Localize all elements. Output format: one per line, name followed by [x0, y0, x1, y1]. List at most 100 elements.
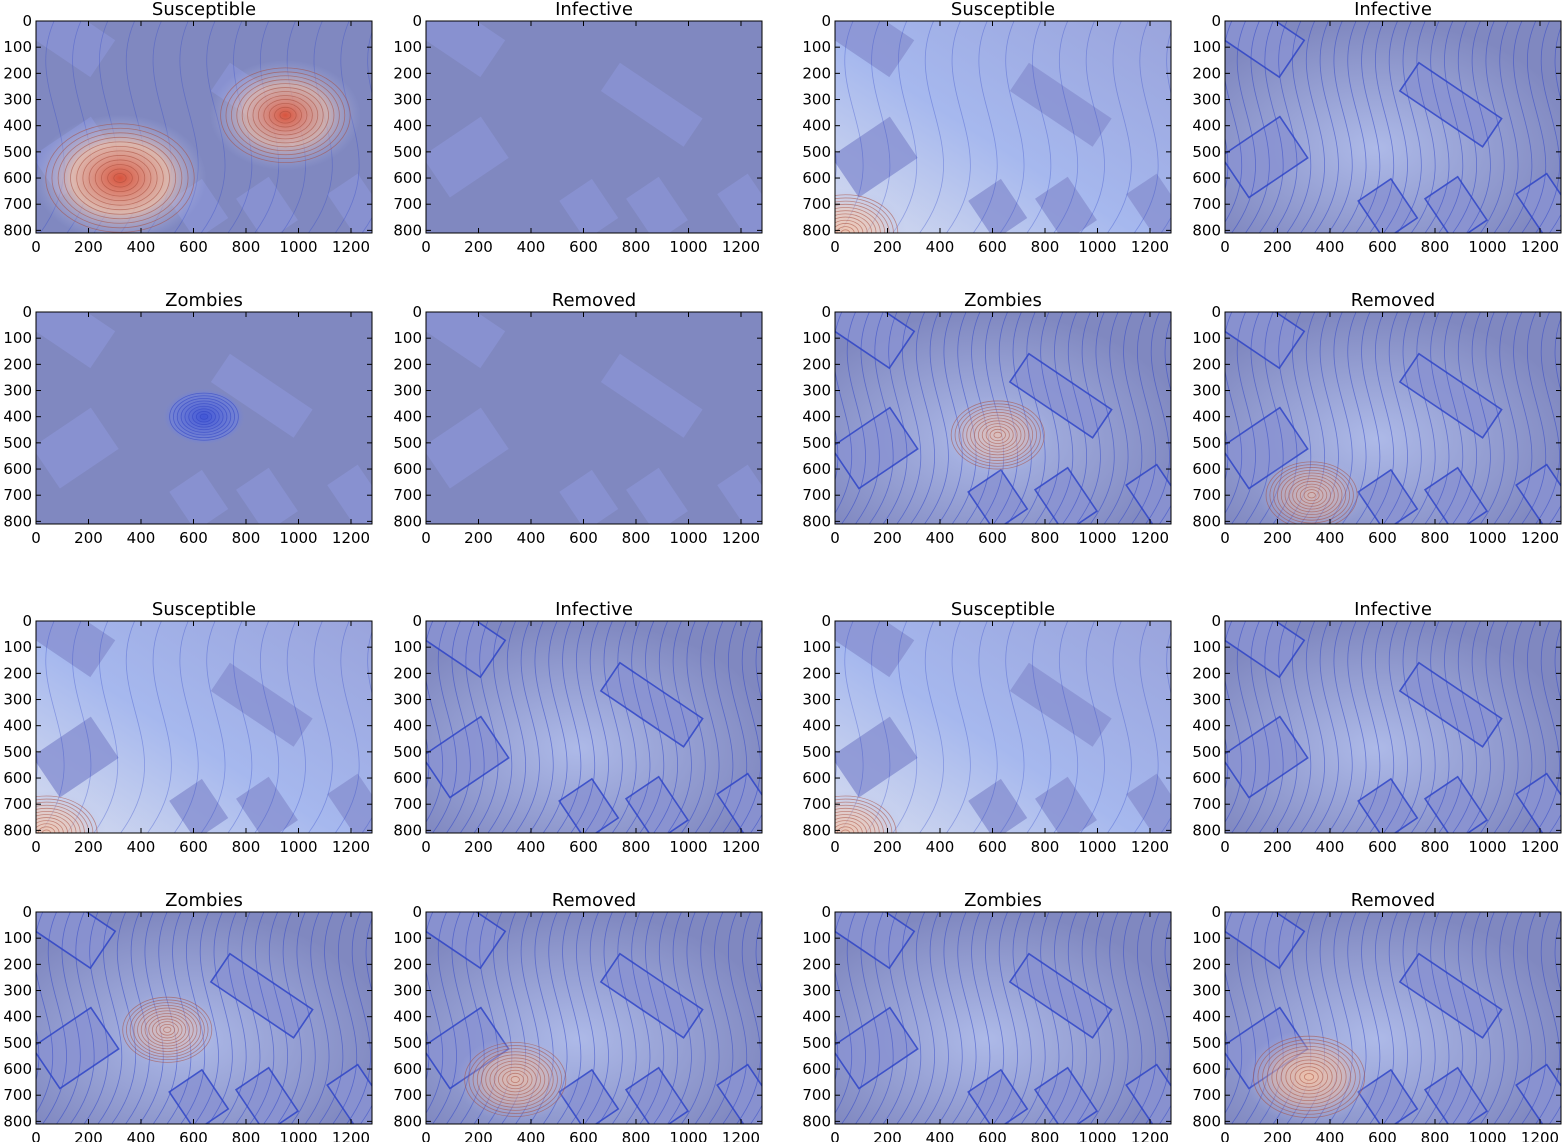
contour-line	[276, 912, 302, 1124]
contour-line	[854, 912, 880, 1124]
contour-ring	[1292, 480, 1332, 510]
subplot-title: Susceptible	[152, 599, 256, 620]
y-tick-label: 200	[1192, 664, 1221, 682]
contour-ring	[1280, 472, 1343, 518]
building-6	[1126, 173, 1171, 233]
building-5	[1035, 776, 1097, 833]
y-tick-label: 800	[393, 821, 422, 839]
building-6	[1126, 773, 1171, 833]
building-2	[835, 116, 918, 198]
contour-ring	[113, 173, 127, 183]
axes-frame	[1224, 911, 1562, 1125]
density-spot	[162, 387, 246, 446]
contour-line	[1133, 621, 1159, 833]
contour-line	[1048, 312, 1074, 524]
contour-line	[653, 621, 678, 833]
contour-ring	[1273, 467, 1350, 524]
x-tick-label: 1200	[722, 1129, 760, 1142]
contour-line	[1300, 621, 1325, 833]
contour-ring	[192, 408, 216, 425]
contour-line	[1382, 21, 1408, 233]
y-tick-label: 200	[802, 664, 831, 682]
x-tick-label: 1000	[669, 838, 707, 856]
contour-line	[937, 912, 963, 1124]
contour-line	[1286, 21, 1312, 233]
x-tick-label: 600	[179, 238, 208, 256]
contour-ring	[36, 817, 68, 833]
contour-ring	[129, 1002, 205, 1058]
axes-frame	[35, 311, 373, 525]
contour-line	[597, 912, 623, 1124]
y-tick-label: 500	[3, 1034, 32, 1052]
y-tick-label: 600	[3, 1060, 32, 1078]
y-tick-label: 700	[3, 795, 32, 813]
contour-line	[972, 21, 998, 233]
subplot-title: Zombies	[964, 890, 1042, 911]
x-tick-label: 200	[873, 529, 902, 547]
plot-area	[1225, 621, 1561, 833]
contour-ring	[835, 798, 893, 833]
y-tick-label: 400	[1192, 717, 1221, 735]
x-tick-label: 400	[926, 838, 955, 856]
x-tick-label: 400	[127, 238, 156, 256]
x-tick-label: 800	[1031, 1129, 1060, 1142]
contour-ring	[1257, 1039, 1361, 1115]
y-tick-label: 400	[3, 408, 32, 426]
x-tick-label: 200	[74, 1129, 103, 1142]
x-tick-label: 800	[1031, 238, 1060, 256]
contour-line	[597, 621, 623, 833]
contour-line	[918, 21, 944, 233]
plot-area	[835, 912, 1171, 1124]
contour-line	[361, 30, 372, 233]
plot-area	[1225, 21, 1561, 233]
contour-line	[1438, 312, 1464, 524]
contour-line	[254, 621, 279, 833]
subplot-6: Removed 0 200 400 600 800 1000 1200 0 100 200 300 40…	[393, 290, 763, 547]
building-5	[626, 176, 688, 233]
building-1	[835, 912, 916, 970]
contour-ring	[1296, 483, 1328, 507]
building-1	[426, 621, 507, 679]
contour-ring	[974, 417, 1022, 453]
contour-ring	[835, 801, 889, 833]
contour-ring	[1299, 486, 1324, 504]
axes-frame	[425, 620, 763, 834]
contour-ring	[279, 110, 292, 120]
y-tick-label: 200	[1192, 355, 1221, 373]
x-tick-label: 0	[421, 1129, 431, 1142]
contour-line	[1079, 621, 1105, 833]
subplot-12: Infective 0 200 400 600 800 1000 1200 0 100 200 300…	[1192, 599, 1562, 856]
x-tick-label: 800	[622, 529, 651, 547]
contour-line	[473, 621, 499, 833]
building-4	[558, 1068, 620, 1124]
contour-line	[1382, 312, 1408, 524]
contour-ring	[497, 1066, 533, 1093]
x-tick-label: 600	[978, 238, 1007, 256]
contour-ring	[840, 829, 851, 833]
contour-ring	[36, 798, 94, 833]
contour-line	[761, 616, 789, 838]
x-tick-label: 800	[622, 238, 651, 256]
y-tick-label: 800	[1192, 821, 1221, 839]
contour-line	[1225, 912, 1243, 1114]
y-tick-label: 400	[802, 408, 831, 426]
contour-line	[840, 312, 866, 524]
x-tick-label: 800	[1421, 238, 1450, 256]
y-tick-label: 200	[393, 664, 422, 682]
contour-line	[542, 621, 568, 833]
contour-line	[625, 621, 651, 833]
x-tick-label: 1000	[669, 238, 707, 256]
contour-line	[774, 616, 802, 838]
contour-line	[1452, 912, 1477, 1124]
y-tick-label: 500	[3, 143, 32, 161]
y-tick-label: 800	[393, 512, 422, 530]
building-3	[1009, 662, 1112, 747]
contour-line	[1103, 912, 1129, 1124]
y-tick-label: 0	[22, 12, 32, 30]
y-tick-label: 100	[802, 638, 831, 656]
contour-ring	[241, 83, 329, 148]
subplot-title: Infective	[1354, 0, 1432, 20]
contour-line	[1225, 21, 1243, 223]
contour-line	[1507, 21, 1533, 233]
contour-ring	[41, 829, 52, 833]
